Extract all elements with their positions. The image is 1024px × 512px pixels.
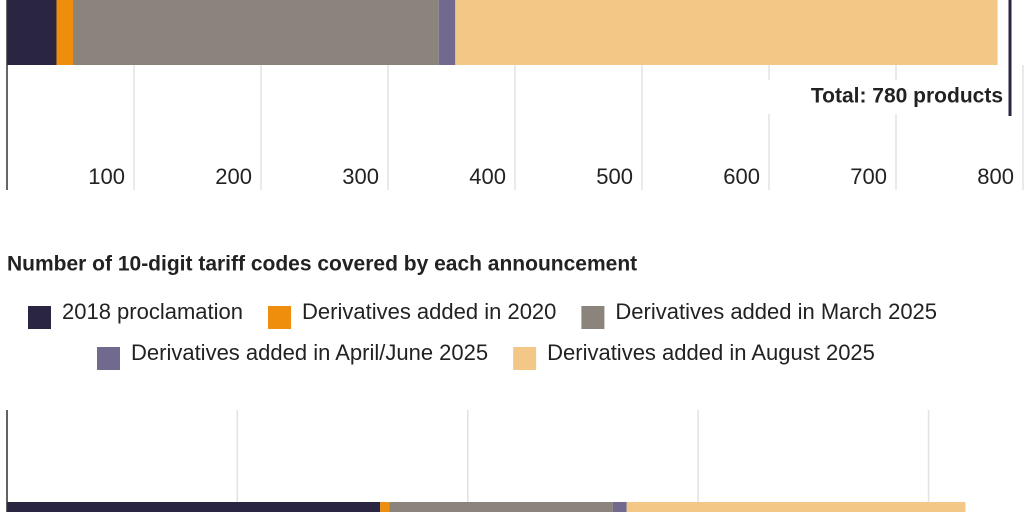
legend-label: Derivatives added in April/June 2025: [131, 340, 488, 365]
legend-swatch: [268, 306, 292, 329]
chart-title: Number of 10-digit tariff codes covered …: [7, 253, 637, 276]
annotation: Total: 780 products: [811, 85, 1003, 108]
annotation-bg: [768, 80, 1008, 114]
legend-label: Derivatives added in 2020: [302, 299, 556, 324]
bar-segment: [612, 502, 627, 512]
value-label: 427: [708, 0, 745, 5]
bar-segment: [389, 502, 613, 512]
x-tick-label: 200: [215, 164, 252, 189]
bar-segment: [380, 502, 390, 512]
bar-segment: [73, 0, 439, 65]
x-tick-label: 700: [850, 164, 887, 189]
x-tick-label: 600: [723, 164, 760, 189]
bar-segment: [7, 0, 57, 65]
x-tick-label: 100: [88, 164, 125, 189]
bar-segment: [438, 0, 456, 65]
x-tick-label: 800: [977, 164, 1014, 189]
legend-swatch: [581, 306, 605, 329]
legend-label: Derivatives added in March 2025: [615, 299, 937, 324]
legend-label: Derivatives added in August 2025: [547, 340, 875, 365]
legend-swatch: [28, 306, 51, 329]
bar-segment: [56, 0, 74, 65]
x-tick-label: 500: [596, 164, 633, 189]
legend-swatch: [513, 347, 537, 370]
value-label: 288: [238, 0, 275, 5]
bar-segment: [7, 502, 381, 512]
value-label: 39: [20, 0, 44, 5]
x-tick-label: 400: [469, 164, 506, 189]
legend-label: 2018 proclamation: [62, 299, 243, 324]
legend-swatch: [97, 347, 120, 370]
bar-segment: [455, 0, 998, 65]
x-tick-label: 300: [342, 164, 379, 189]
bar-segment: [626, 502, 966, 512]
